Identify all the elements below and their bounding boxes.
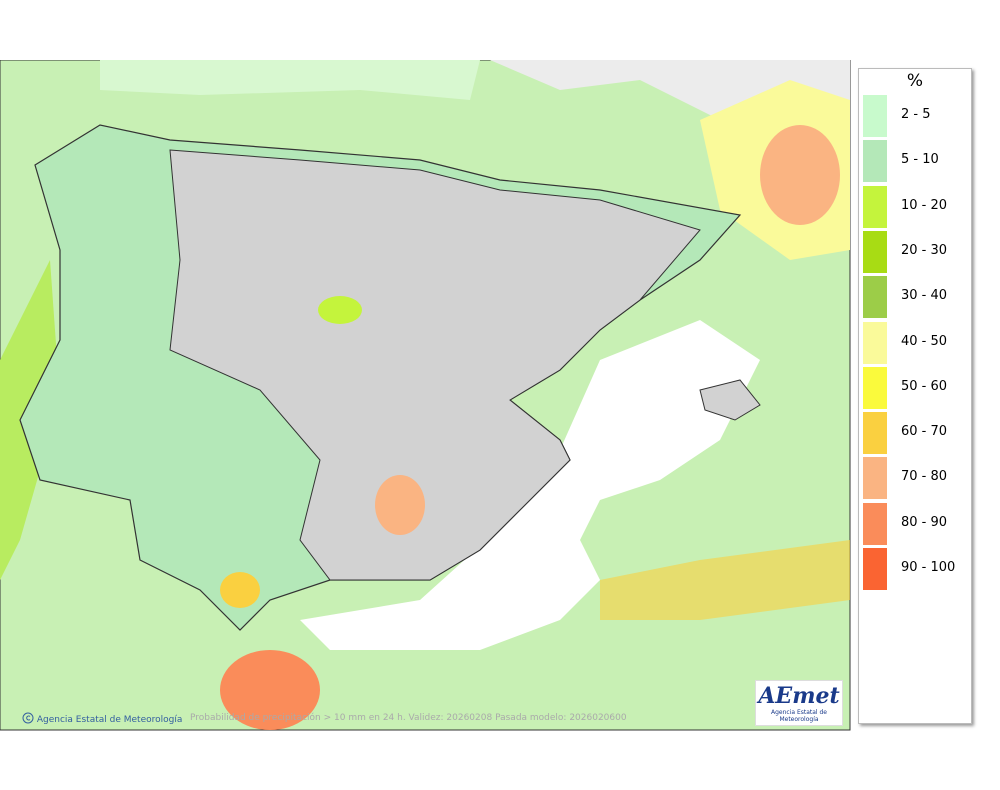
legend-swatch bbox=[863, 140, 887, 183]
legend-label: 70 - 80 bbox=[901, 469, 948, 485]
credit: Agencia Estatal de Meteorología bbox=[22, 712, 182, 725]
legend-swatch bbox=[863, 95, 887, 137]
logo-subtitle: Agencia Estatal de Meteorología bbox=[770, 709, 827, 723]
logo: AEmet Agencia Estatal de Meteorología bbox=[755, 680, 843, 726]
legend-swatch bbox=[863, 230, 887, 273]
legend-swatch bbox=[863, 502, 887, 545]
caption: Probabilidad de precipitación > 10 mm en… bbox=[190, 713, 627, 723]
legend-label: 60 - 70 bbox=[901, 424, 948, 440]
legend-label: 80 - 90 bbox=[901, 514, 948, 530]
legend-swatch bbox=[863, 412, 887, 455]
copyright-icon bbox=[22, 712, 34, 724]
legend: % 2 - 5 5 - 10 10 - 20 20 - 30 30 - 40 40 - 5… bbox=[858, 68, 972, 724]
legend-swatch bbox=[863, 366, 887, 409]
map bbox=[0, 60, 851, 731]
legend-swatch bbox=[863, 321, 887, 364]
legend-label: 40 - 50 bbox=[901, 333, 948, 349]
legend-label: 90 - 100 bbox=[901, 560, 956, 575]
legend-label: 50 - 60 bbox=[901, 378, 948, 394]
legend-label: 10 - 20 bbox=[901, 197, 948, 213]
legend-label: 30 - 40 bbox=[901, 288, 948, 304]
legend-swatch bbox=[863, 457, 887, 500]
logo-name: AEmet bbox=[758, 683, 840, 709]
credit-text: Agencia Estatal de Meteorología bbox=[36, 715, 183, 725]
legend-title: % bbox=[906, 71, 924, 91]
legend-label: 20 - 30 bbox=[901, 242, 948, 258]
legend-label: 2 - 5 bbox=[901, 107, 931, 122]
legend-swatch bbox=[863, 276, 887, 319]
legend-swatch bbox=[863, 185, 887, 228]
legend-label: 5 - 10 bbox=[901, 152, 939, 168]
legend-swatch bbox=[863, 548, 887, 590]
